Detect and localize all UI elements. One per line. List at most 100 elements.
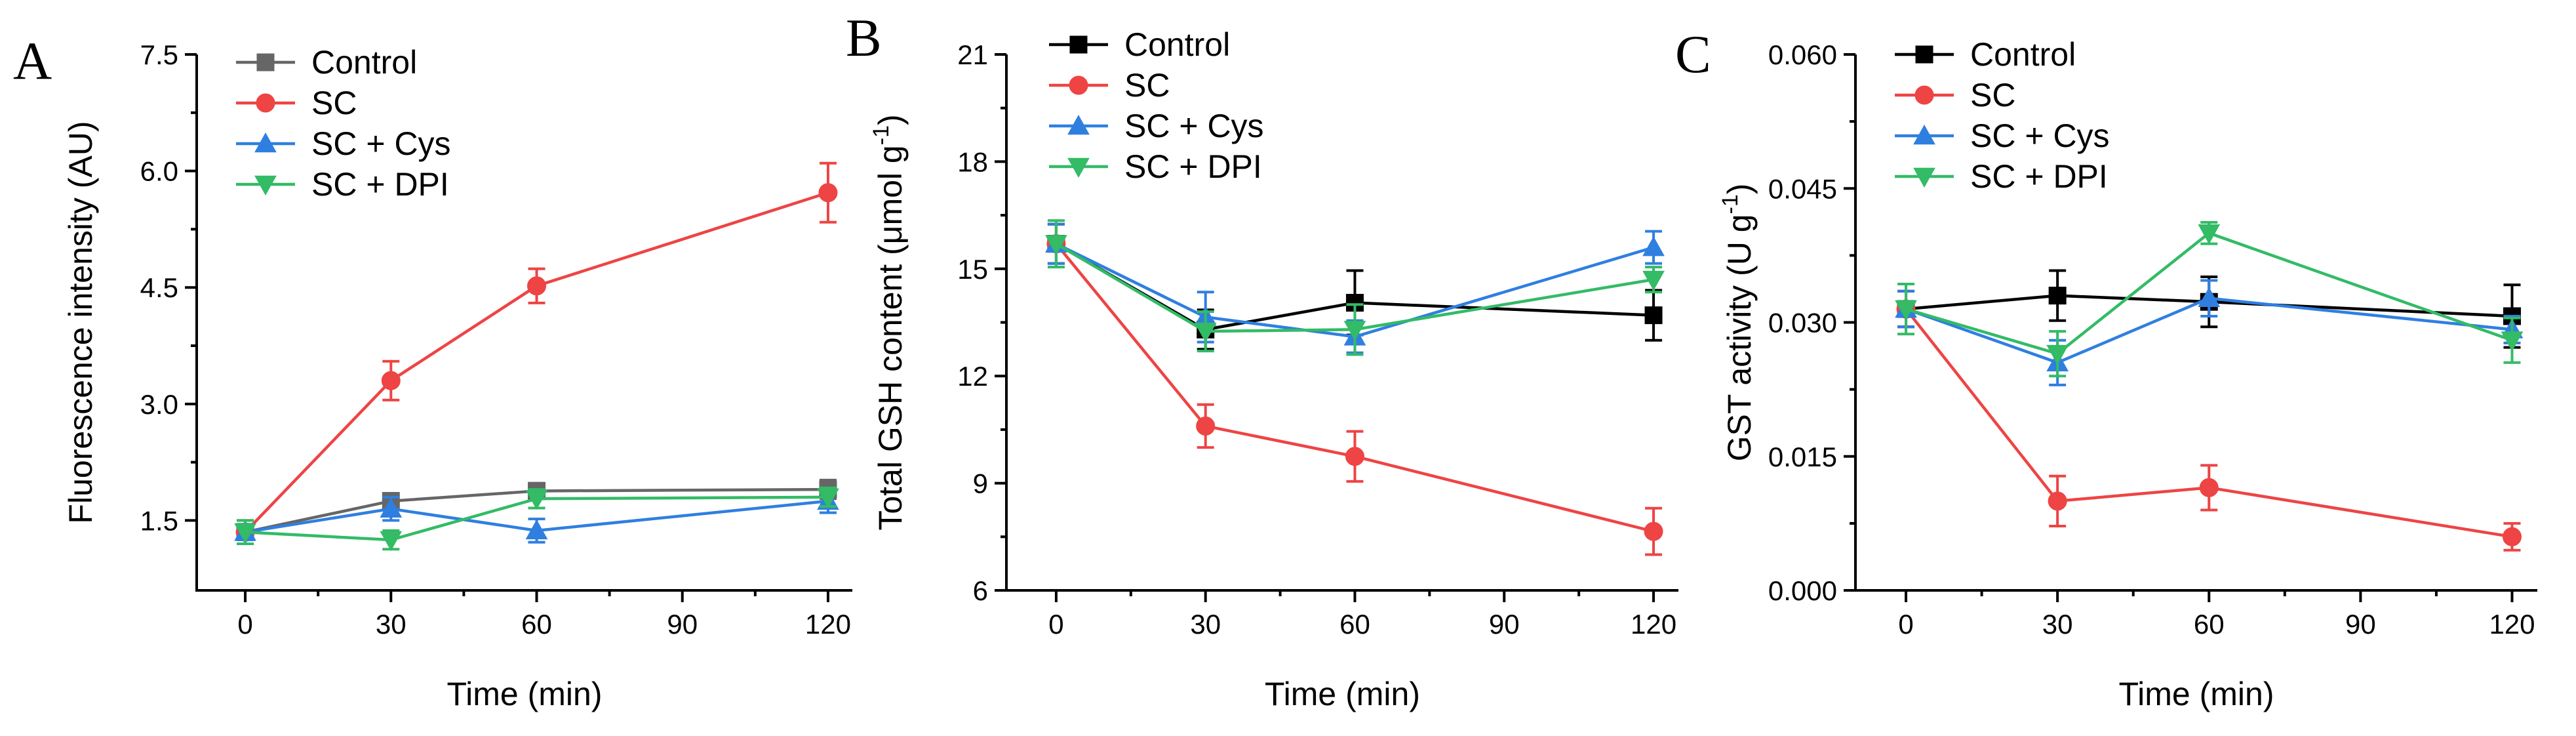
data-point	[2048, 287, 2067, 305]
x-tick-label: 60	[2194, 609, 2225, 640]
legend-marker	[254, 175, 277, 196]
x-axis-label: Time (min)	[1265, 676, 1420, 712]
data-point	[527, 276, 547, 296]
legend-label: SC	[1124, 67, 1170, 104]
x-tick-label: 120	[805, 609, 851, 640]
data-point	[2198, 287, 2221, 308]
legend: Control SC SC + Cys SC + DPI	[1895, 36, 2110, 195]
x-axis-label: Time (min)	[446, 676, 602, 712]
legend-marker	[1913, 124, 1935, 145]
legend-marker	[1915, 45, 1933, 64]
legend-label: Control	[1124, 26, 1230, 63]
series-sc	[1046, 222, 1663, 556]
y-tick-label: 0.030	[1768, 308, 1837, 338]
legend-marker	[1914, 85, 1934, 105]
y-axis-label-superscript: -1	[1718, 194, 1743, 214]
legend-label: SC + DPI	[1970, 158, 2108, 195]
data-point	[2048, 491, 2067, 511]
y-tick-label: 12	[957, 361, 988, 392]
panel-a: A 0 30 60 90 120 1.5 3.0 4.5 6.0 7.5 Time (min) Fluo…	[13, 31, 852, 712]
series-sc-dpi	[234, 486, 839, 552]
y-tick-label: 6	[973, 575, 988, 606]
legend-marker	[1067, 114, 1090, 135]
data-point	[1642, 270, 1665, 291]
legend-marker	[256, 93, 275, 113]
data-point	[818, 183, 838, 203]
series-line	[245, 487, 828, 534]
data-point	[525, 489, 548, 510]
y-axis-label: Fluorescence intensity (AU)	[62, 121, 99, 523]
y-tick-label: 6.0	[140, 156, 178, 187]
legend: Control SC SC + Cys SC + DPI	[236, 44, 451, 203]
series-line	[1055, 243, 1654, 533]
series-line	[1055, 242, 1654, 333]
legend-label: SC	[1970, 77, 2015, 113]
y-axis-label-suffix: )	[1721, 184, 1758, 195]
series-line	[1905, 308, 2512, 539]
y-axis-label-main: GST activity (U g	[1721, 214, 1758, 461]
data-point	[1345, 447, 1364, 466]
data-point	[2501, 331, 2524, 352]
y-axis-label-main: Total GSH content (μmol g	[872, 145, 909, 530]
y-tick-label: 1.5	[140, 505, 178, 536]
data-point	[1895, 300, 1917, 321]
series-line	[245, 495, 828, 542]
legend-marker	[1069, 35, 1088, 54]
legend-marker	[256, 53, 275, 72]
x-tick-label: 0	[1048, 609, 1063, 640]
legend-label: SC + Cys	[1124, 108, 1264, 144]
y-tick-label: 7.5	[140, 39, 178, 70]
data-point	[1045, 235, 1067, 255]
legend-label: SC + DPI	[1124, 148, 1262, 185]
series-sc-dpi	[1895, 220, 2524, 378]
x-tick-label: 90	[667, 609, 698, 640]
x-tick-label: 90	[1489, 609, 1520, 640]
y-tick-label: 15	[957, 254, 988, 285]
panel-c: C 0 30 60 90 120 0.000 0.015 0.030 0.045 0.060 Time…	[1675, 24, 2537, 712]
legend-marker	[1067, 157, 1090, 178]
legend-marker	[1069, 75, 1088, 95]
data-point	[525, 519, 548, 540]
y-tick-label: 3.0	[140, 389, 178, 420]
x-tick-label: 0	[1898, 609, 1913, 640]
legend-label: Control	[311, 44, 417, 81]
series-sc-dpi	[1045, 219, 1665, 356]
x-tick-label: 30	[1190, 609, 1221, 640]
series-line	[1905, 294, 2512, 318]
data-point	[1644, 521, 1663, 541]
y-axis-label-suffix: )	[872, 114, 909, 125]
panel-letter: A	[13, 31, 52, 91]
data-point	[380, 531, 403, 552]
x-tick-label: 60	[521, 609, 552, 640]
data-point	[234, 523, 256, 544]
y-tick-label: 0.045	[1768, 173, 1837, 204]
panel-letter: B	[846, 8, 882, 68]
y-axis-label: Total GSH content (μmol g-1)	[869, 114, 909, 530]
series-line	[1905, 296, 2512, 365]
x-tick-label: 120	[1631, 609, 1676, 640]
x-tick-label: 30	[2042, 609, 2073, 640]
y-tick-label: 0.000	[1768, 575, 1837, 606]
data-point	[817, 488, 839, 508]
x-tick-label: 60	[1339, 609, 1370, 640]
data-point	[1194, 322, 1217, 343]
y-tick-label: 21	[957, 39, 988, 70]
y-axis-label-superscript: -1	[869, 125, 894, 145]
legend-label: SC	[311, 85, 357, 121]
y-axis-label-main: Fluorescence intensity (AU)	[62, 121, 99, 523]
y-tick-label: 18	[957, 146, 988, 177]
legend-label: Control	[1970, 36, 2076, 73]
data-point	[2046, 344, 2069, 365]
data-point	[2502, 527, 2522, 546]
data-point	[1642, 236, 1665, 256]
legend-marker	[1913, 167, 1935, 188]
series-line	[1055, 242, 1654, 338]
legend-label: SC + DPI	[311, 166, 449, 203]
x-axis-label: Time (min)	[2118, 676, 2274, 712]
data-point	[380, 497, 403, 518]
y-tick-label: 4.5	[140, 272, 178, 303]
legend-label: SC + Cys	[311, 125, 451, 162]
